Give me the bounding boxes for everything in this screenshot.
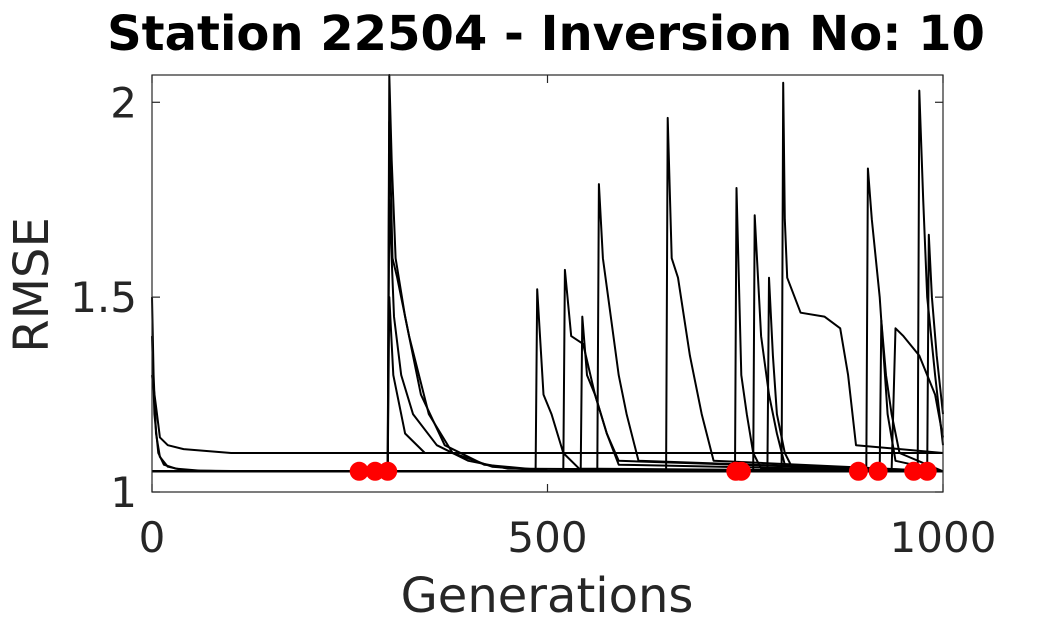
series-line-8 xyxy=(152,288,944,473)
y-tick-label: 1 xyxy=(110,468,137,517)
series-line-11 xyxy=(152,183,944,473)
x-tick-label: 0 xyxy=(139,513,166,562)
best-solution-marker xyxy=(378,461,398,481)
best-solution-marker xyxy=(731,461,751,481)
axes-frame xyxy=(151,74,944,493)
best-solution-marker xyxy=(917,461,937,481)
series-line-10 xyxy=(152,315,944,473)
plot-area xyxy=(151,74,944,473)
best-solution-marker xyxy=(349,461,369,481)
x-axis-label: Generations xyxy=(401,568,694,624)
series-line-14 xyxy=(152,214,944,473)
series-line-16 xyxy=(152,81,944,473)
best-solution-marker xyxy=(868,461,888,481)
series-line-13 xyxy=(152,187,944,473)
series-line-3 xyxy=(151,374,943,454)
y-axis-label: RMSE xyxy=(4,217,60,353)
x-axis: 0 500 1000 xyxy=(139,75,997,562)
series-line-6 xyxy=(152,198,944,473)
series-line-21 xyxy=(152,327,944,473)
y-axis: 11.52 xyxy=(70,78,943,517)
series-line-7 xyxy=(152,296,943,473)
series-line-20 xyxy=(152,233,944,473)
best-solution-marker xyxy=(848,461,868,481)
series-line-12 xyxy=(152,116,944,473)
chart-title: Station 22504 - Inversion No: 10 xyxy=(107,6,985,62)
y-tick-label: 1.5 xyxy=(70,273,137,322)
best-solution-marker xyxy=(904,461,924,481)
series-line-9 xyxy=(152,268,944,473)
series-line-19 xyxy=(152,89,944,473)
x-tick-label: 1000 xyxy=(890,513,997,562)
series-line-18 xyxy=(152,319,944,473)
marker-layer xyxy=(349,461,937,481)
series-line-4 xyxy=(152,74,944,473)
series-line-17 xyxy=(152,167,944,473)
series-line-1 xyxy=(151,297,943,473)
y-tick-label: 2 xyxy=(110,78,137,127)
series-line-15 xyxy=(152,276,944,473)
x-tick-label: 500 xyxy=(507,513,587,562)
series-line-5 xyxy=(152,120,944,473)
